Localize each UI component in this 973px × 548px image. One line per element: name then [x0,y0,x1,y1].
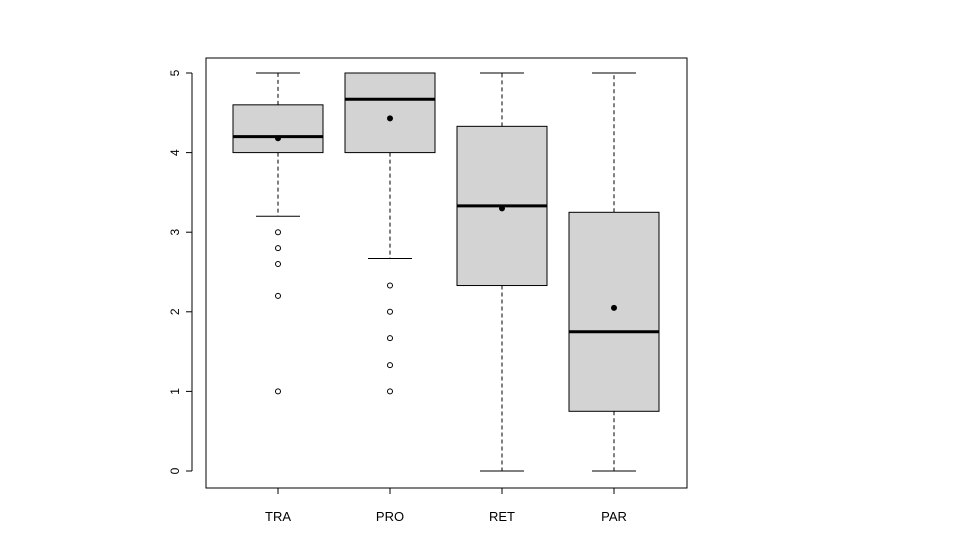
outlier-point [387,388,393,395]
box-group [232,72,660,472]
outlier-point [275,388,281,395]
mean-point [611,304,617,311]
outlier-point [387,282,393,289]
mean-point [275,135,281,142]
y-tick-label: 5 [168,69,182,76]
outlier-point [387,308,393,315]
outlier-point [275,245,281,252]
outlier-point [387,362,393,369]
outlier-point [387,335,393,342]
box-rect [232,104,324,154]
y-tick-label: 3 [168,229,182,236]
box-pro [344,72,436,395]
mean-point [499,205,505,212]
outlier-point [275,261,281,268]
y-tick-label: 2 [168,308,182,315]
mean-point [387,115,393,122]
x-tick-label: PRO [376,509,404,524]
outlier-point [275,292,281,299]
y-axis: 0 1 2 3 4 5 [168,69,193,474]
y-tick-label: 0 [168,467,182,474]
box-ret [456,72,548,472]
box-rect [344,72,436,154]
y-tick-label: 1 [168,388,182,395]
x-tick-label: TRA [265,509,291,524]
box-rect [568,211,660,412]
x-tick-label: PAR [601,509,627,524]
outlier-point [275,229,281,236]
box-tra [232,72,324,395]
y-tick-label: 4 [168,149,182,156]
x-axis: TRA PRO RET PAR [265,487,627,524]
box-par [568,72,660,472]
x-tick-label: RET [489,509,515,524]
